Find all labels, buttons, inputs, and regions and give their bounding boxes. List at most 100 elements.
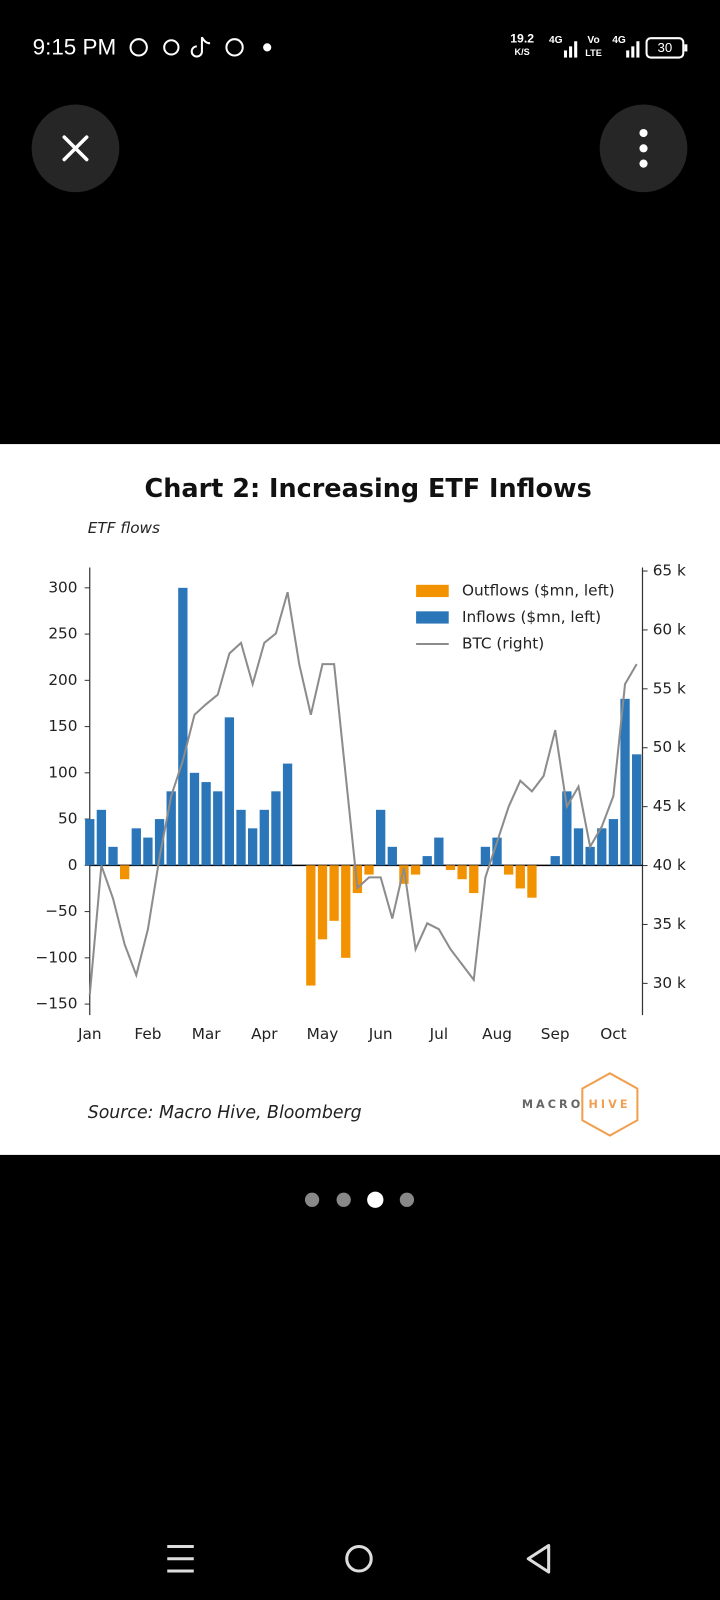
bar [515,865,525,889]
x-tick-label: Jul [429,1025,448,1043]
battery-level: 30 [658,40,673,55]
signal-bars [563,41,640,58]
bar [271,791,281,866]
bar [434,837,444,866]
bar [248,828,258,866]
x-tick-label: Jan [77,1025,102,1043]
y2-tick-label: 65 k [653,562,686,580]
more-button[interactable] [599,104,688,193]
bar [306,865,316,986]
net-speed: 19.2 [510,31,534,45]
signal-type: 4G [549,35,563,46]
bar [341,865,351,958]
page-dot[interactable] [367,1191,384,1208]
battery-tip [684,44,688,52]
bar [504,865,514,875]
status-dot [263,43,272,52]
bar [259,809,269,866]
bar [562,791,572,866]
bar [178,587,188,866]
battery [645,37,685,59]
bar [550,856,560,866]
x-tick-label: Apr [251,1025,278,1043]
y2-tick-label: 45 k [653,797,686,815]
bar [376,809,386,866]
bar [329,865,339,921]
close-button[interactable] [31,104,120,193]
bar [469,865,479,894]
x-tick-label: Sep [541,1025,570,1043]
bar [201,782,211,866]
bar [445,865,456,870]
bar [317,865,328,940]
page-dot[interactable] [336,1192,351,1207]
page-dot[interactable] [399,1192,415,1207]
x-tick-label: Mar [192,1025,222,1043]
chart-subtitle: ETF flows [88,519,160,537]
bar [108,846,118,866]
nav-home[interactable] [345,1544,373,1573]
y2-tick-label: 60 k [653,620,686,638]
bar [85,819,95,866]
logo: MACRO HIVE [522,1072,639,1137]
y-tick-label: 50 [58,810,77,828]
x-tick-label: Aug [482,1025,512,1043]
carousel-dots [304,1191,415,1208]
y-tick-label: 300 [48,578,77,596]
logo-text: MACRO [522,1098,583,1111]
y2-tick-label: 40 k [653,856,686,874]
bar [492,837,502,866]
bar [620,698,630,866]
image-panel [0,444,720,1155]
logo-text: HIVE [588,1098,630,1111]
y-tick-label: 200 [48,671,77,689]
bar [387,846,397,866]
bar [527,865,537,898]
bar [573,828,584,866]
bar [282,763,293,866]
bar [597,828,607,866]
bar [585,846,595,866]
nav-bar [167,1543,551,1574]
signal-type: 4G [612,35,626,46]
nav-back[interactable] [526,1543,551,1574]
status-icons [129,36,244,58]
bar [213,791,223,866]
x-tick-label: Oct [600,1025,626,1043]
page-dot[interactable] [304,1192,320,1207]
legend-label: Outflows ($mn, left) [462,581,615,599]
status-time: 9:15 PM [33,34,117,59]
legend-swatch [416,584,449,598]
y2-tick-label: 30 k [653,974,686,992]
y2-tick-label: 55 k [653,679,686,697]
x-tick-label: Jun [368,1025,393,1043]
bar [154,819,165,866]
bar [224,717,235,866]
bar [422,856,432,866]
bar [143,837,153,866]
legend-swatch [416,611,449,624]
y-tick-label: 0 [68,856,78,874]
chart-title: Chart 2: Increasing ETF Inflows [145,474,592,504]
bar [189,772,200,866]
y-tick-label: −150 [36,995,78,1013]
x-tick-label: May [307,1025,339,1043]
y-tick-label: 250 [48,625,77,643]
bar [480,846,491,866]
volte-label: Vo [587,35,599,46]
nav-menu[interactable] [167,1544,194,1573]
y-tick-label: −50 [45,902,77,920]
bar [364,865,374,875]
y2-tick-label: 50 k [653,738,686,756]
bar [166,791,176,866]
net-speed-unit: K/S [515,47,530,57]
y-tick-label: −100 [36,948,78,966]
bar [96,809,107,866]
bar [120,865,130,880]
bar [632,754,642,866]
bar [236,809,246,866]
x-tick-label: Feb [134,1025,161,1043]
legend-label: BTC (right) [462,634,544,652]
